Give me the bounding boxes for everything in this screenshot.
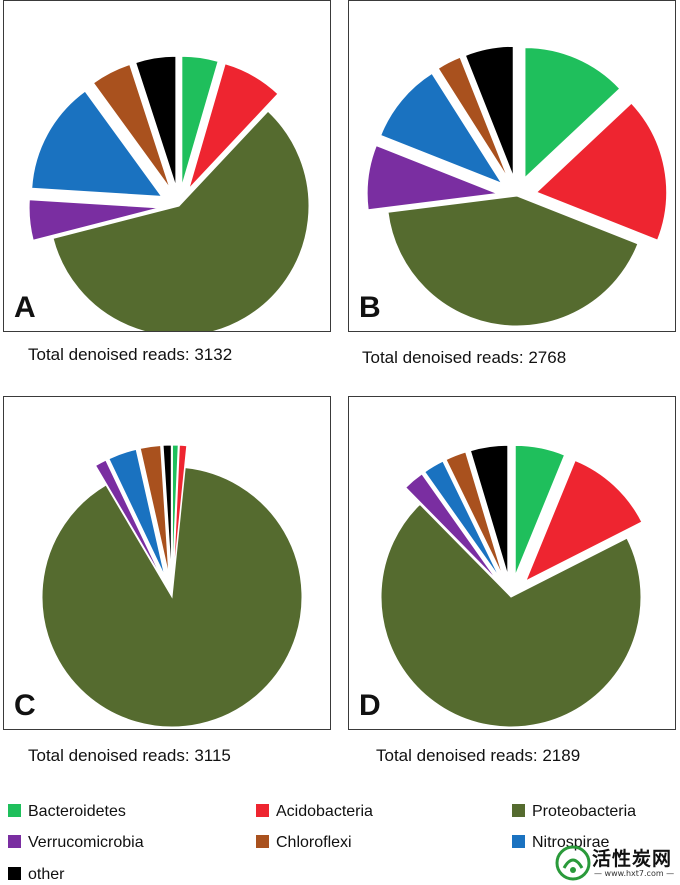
pie-slice-acidobacteria (535, 102, 668, 241)
pie-slice-nitrospirae (424, 460, 501, 579)
legend-item-other: other (8, 866, 64, 884)
pie-slice-other (469, 444, 509, 576)
legend-swatch-nitrospirae (512, 835, 525, 848)
legend-label: Chloroflexi (276, 834, 352, 851)
pie-chart-c (41, 444, 303, 728)
pie-slice-proteobacteria (380, 503, 642, 728)
pie-slice-other (135, 55, 177, 187)
total-reads-d: Total denoised reads: 2189 (376, 746, 581, 765)
legend-item-proteobacteria: Proteobacteria (512, 803, 636, 821)
legend-label: Nitrospirae (532, 834, 610, 851)
pie-panel-b: B (348, 0, 676, 332)
watermark-url: — www.hxt7.com — (594, 869, 675, 878)
pie-slice-verrucomicrobia (28, 199, 160, 241)
pie-slice-chloroflexi (445, 451, 504, 577)
legend-item-bacteroidetes: Bacteroidetes (8, 803, 126, 821)
pie-panel-c: C (3, 396, 331, 730)
pie-slice-acidobacteria (173, 444, 188, 576)
legend-item-nitrospirae: Nitrospirae (512, 834, 609, 852)
panel-label-c: C (14, 689, 36, 722)
pie-slice-chloroflexi (437, 56, 509, 179)
legend-label: other (28, 866, 65, 883)
total-reads-a: Total denoised reads: 3132 (28, 345, 233, 364)
panel-label-a: A (14, 291, 36, 324)
panel-label-d: D (359, 689, 381, 722)
pie-slice-bacteroidetes (171, 444, 179, 576)
pie-slice-acidobacteria (524, 459, 643, 582)
legend-swatch-chloroflexi (256, 835, 269, 848)
pie-slice-nitrospirae (380, 72, 503, 185)
pie-slice-bacteroidetes (181, 55, 219, 187)
pie-chart-b (366, 45, 668, 327)
pie-panel-d: D (348, 396, 676, 730)
total-reads-c: Total denoised reads: 3115 (28, 746, 231, 765)
pie-slice-nitrospirae (31, 90, 163, 197)
pie-slice-verrucomicrobia (366, 144, 498, 211)
pie-slice-chloroflexi (92, 63, 171, 189)
legend-label: Acidobacteria (276, 803, 373, 820)
pie-panel-a: A (3, 0, 331, 332)
legend-swatch-proteobacteria (512, 804, 525, 817)
pie-slice-other (464, 45, 514, 177)
legend-label: Bacteroidetes (28, 803, 126, 820)
legend-swatch-bacteroidetes (8, 804, 21, 817)
legend-item-verrucomicrobia: Verrucomicrobia (8, 834, 144, 852)
pie-slice-other (162, 444, 172, 576)
pie-slice-proteobacteria (41, 467, 303, 728)
pie-slice-verrucomicrobia (405, 473, 498, 581)
legend-item-chloroflexi: Chloroflexi (256, 834, 352, 852)
watermark-logo-icon (555, 845, 591, 881)
pie-slice-acidobacteria (188, 63, 279, 189)
pie-slice-proteobacteria (387, 195, 639, 327)
legend-swatch-verrucomicrobia (8, 835, 21, 848)
pie-slice-proteobacteria (52, 110, 310, 331)
watermark: 活性炭网 — www.hxt7.com — (552, 842, 680, 885)
legend-swatch-acidobacteria (256, 804, 269, 817)
legend-item-acidobacteria: Acidobacteria (256, 803, 373, 821)
pie-slice-nitrospirae (108, 448, 166, 577)
legend-swatch-other (8, 867, 21, 880)
pie-slice-chloroflexi (139, 444, 170, 576)
pie-slice-bacteroidetes (524, 47, 621, 179)
pie-chart-d (380, 444, 643, 728)
total-reads-b: Total denoised reads: 2768 (362, 348, 567, 367)
pie-slice-bacteroidetes (514, 444, 566, 576)
legend-label: Verrucomicrobia (28, 834, 144, 851)
watermark-text: 活性炭网 (592, 848, 673, 870)
pie-chart-a (28, 55, 310, 331)
panel-label-b: B (359, 291, 381, 324)
pie-slice-verrucomicrobia (94, 459, 163, 578)
legend-label: Proteobacteria (532, 803, 637, 820)
